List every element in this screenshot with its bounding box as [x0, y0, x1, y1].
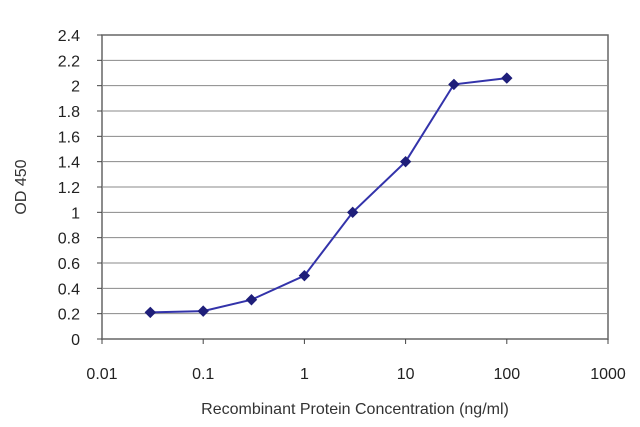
x-tick-label: 100	[493, 366, 520, 383]
y-tick-label: 2.4	[58, 28, 80, 45]
x-axis-ticks: 0.01 0.1 1 10 100 1000	[86, 339, 626, 383]
y-tick-label: 0.6	[58, 256, 80, 273]
y-tick-label: 2	[71, 79, 80, 96]
x-tick-label: 1000	[590, 366, 626, 383]
gridlines	[102, 59, 608, 315]
data-point	[298, 269, 311, 282]
y-tick-label: 2.2	[58, 53, 80, 70]
y-tick-label: 0.2	[58, 307, 80, 324]
y-axis-title: OD 450	[13, 159, 30, 214]
y-tick-label: 1.6	[58, 129, 80, 146]
data-point	[197, 305, 209, 317]
x-tick-label: 10	[397, 366, 415, 383]
series-line	[150, 77, 507, 314]
series-layer	[144, 72, 513, 319]
y-axis-ticks: 0 0.2 0.4 0.6 0.8 1 1.2 1.4 1.6 1.8 2 2.2 2.4	[58, 28, 102, 349]
y-tick-label: 1.8	[58, 104, 80, 121]
y-tick-label: 1.4	[58, 155, 80, 172]
data-point	[448, 78, 460, 91]
x-tick-label: 0.01	[86, 366, 117, 383]
x-axis-title: Recombinant Protein Concentration (ng/ml…	[201, 401, 509, 418]
data-point	[501, 72, 513, 84]
data-point	[399, 155, 412, 168]
data-point	[245, 294, 258, 306]
data-point	[144, 306, 156, 319]
y-tick-label: 1.2	[58, 180, 80, 197]
y-tick-label: 1	[71, 205, 80, 222]
y-tick-label: 0.4	[58, 281, 80, 298]
y-tick-label: 0	[71, 332, 80, 349]
x-tick-label: 0.1	[192, 366, 214, 383]
y-tick-label: 0.8	[58, 231, 80, 248]
data-point	[346, 206, 359, 219]
x-tick-label: 1	[300, 366, 309, 383]
